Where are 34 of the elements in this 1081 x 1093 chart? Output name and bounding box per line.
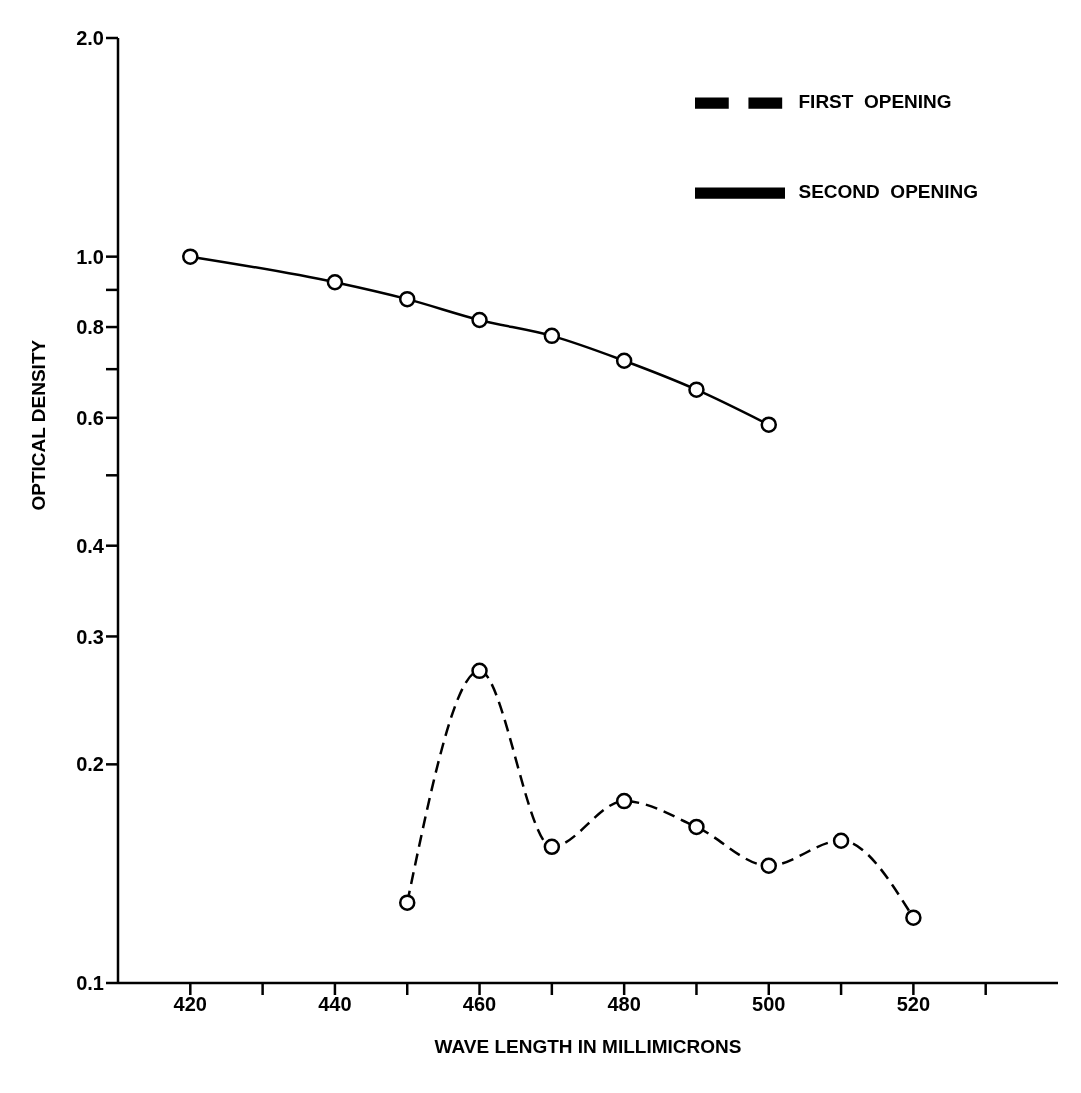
x-tick-label: 460 [462, 993, 497, 1016]
point [182, 248, 199, 265]
y-tick-label: 1.0 [76, 245, 104, 268]
y-axis-title: OPTICAL DENSITY [27, 339, 49, 511]
y-tick-label: 0.4 [76, 534, 105, 557]
y-tick-label: 0.2 [76, 753, 104, 776]
x-tick-label: 520 [896, 993, 931, 1016]
point [688, 381, 705, 398]
point [398, 290, 416, 308]
y-tick-label: 0.6 [76, 406, 104, 429]
y-tick-label: 0.1 [76, 972, 104, 995]
point [543, 327, 561, 345]
point [832, 832, 850, 849]
point [326, 274, 344, 291]
x-tick-label: 500 [752, 993, 786, 1016]
x-tick-label: 420 [173, 993, 207, 1016]
point [615, 352, 633, 369]
point [760, 857, 778, 875]
point [905, 909, 922, 926]
point [471, 662, 488, 680]
point [543, 838, 561, 856]
legend-label: SECOND OPENING [798, 181, 978, 203]
point [471, 311, 488, 329]
x-tick-label: 440 [318, 993, 352, 1016]
y-tick-label: 2.0 [76, 27, 104, 50]
point [398, 894, 416, 911]
point [615, 792, 633, 810]
point [760, 416, 778, 433]
legend-label: FIRST OPENING [798, 91, 952, 113]
point [688, 818, 705, 836]
x-axis-title: WAVE LENGTH IN MILLIMICRONS [434, 1036, 742, 1057]
y-tick-label: 0.3 [76, 625, 104, 648]
y-tick-label: 0.8 [76, 316, 104, 339]
x-tick-label: 480 [607, 993, 641, 1016]
